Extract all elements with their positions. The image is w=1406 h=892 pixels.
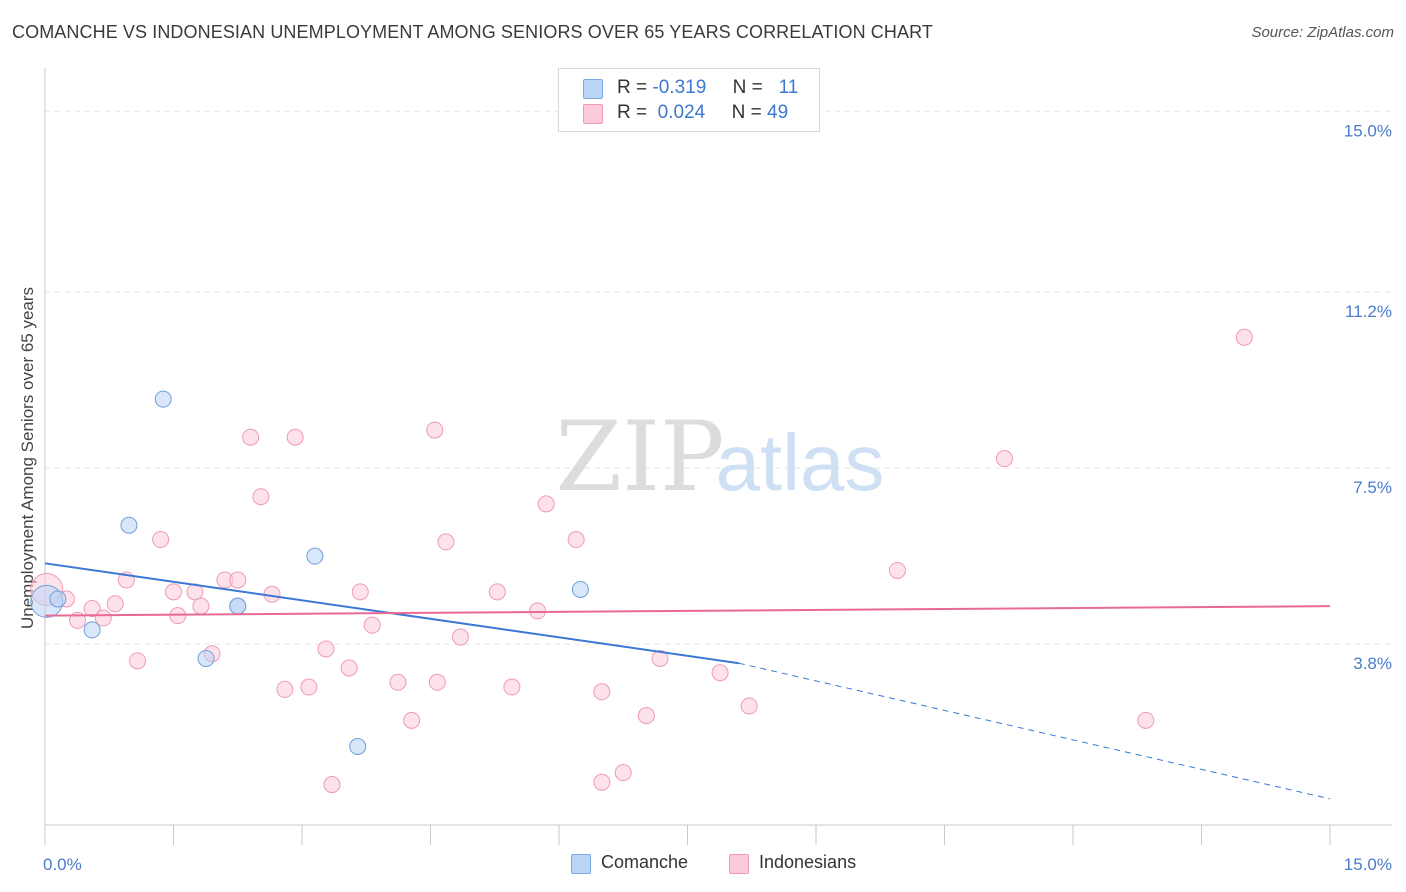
legend-swatch-comanche: [571, 854, 591, 874]
indonesians-point: [428, 673, 446, 691]
indonesians-point: [129, 652, 147, 670]
comanche-point: [306, 547, 324, 565]
indonesians-point: [1137, 711, 1155, 729]
indonesians-point: [186, 583, 204, 601]
indonesians-point: [651, 649, 669, 667]
legend-swatch-indonesians: [583, 104, 603, 124]
indonesians-point: [567, 531, 585, 549]
indonesians-point: [637, 707, 655, 725]
indonesians-point: [83, 600, 101, 618]
indonesians-point: [323, 776, 341, 794]
n-label: N =: [732, 77, 763, 98]
indonesians-point: [529, 602, 547, 620]
data-points: [30, 328, 1253, 794]
r-label: R =: [617, 77, 648, 98]
indonesians-point: [192, 597, 210, 615]
indonesians-point: [229, 571, 247, 589]
comanche-trend-extension: [738, 662, 1331, 800]
r-value-indonesians: 0.024: [657, 102, 706, 123]
source-note: Source: ZipAtlas.com: [1251, 24, 1394, 41]
indonesians-point: [488, 583, 506, 601]
indonesians-point: [537, 495, 555, 513]
indonesians-point: [451, 628, 469, 646]
watermark-zip: ZIP: [555, 401, 724, 513]
legend-label-comanche: Comanche: [601, 852, 689, 872]
y-tick-label: 3.8%: [1353, 654, 1392, 673]
indonesians-point: [593, 773, 611, 791]
y-tick-label: 15.0%: [1344, 121, 1392, 140]
y-tick-label: 11.2%: [1345, 302, 1392, 321]
gridlines: [45, 110, 1392, 645]
y-tick-labels: 3.8% 7.5% 11.2% 15.0%: [1344, 121, 1392, 673]
indonesians-point: [106, 595, 124, 613]
indonesians-point: [165, 583, 182, 601]
indonesians-point: [300, 678, 318, 696]
indonesians-point: [286, 428, 304, 446]
comanche-point: [571, 580, 589, 598]
indonesians-point: [740, 697, 758, 715]
indonesians-point: [363, 616, 381, 634]
watermark-atlas: atlas: [716, 418, 885, 507]
indonesians-point: [276, 680, 294, 698]
indonesians-point: [888, 561, 906, 579]
trend-lines: [44, 562, 1331, 800]
indonesians-point: [1235, 328, 1253, 346]
indonesians-point: [593, 683, 611, 701]
comanche-point: [229, 597, 247, 615]
n-label: N =: [731, 102, 762, 123]
legend-swatch-indonesians: [729, 854, 749, 874]
indonesians-point: [403, 711, 421, 729]
comanche-point: [154, 390, 172, 408]
legend-label-indonesians: Indonesians: [759, 852, 857, 872]
axes: [44, 68, 1392, 845]
indonesians-point: [340, 659, 358, 677]
n-value-comanche: 11: [778, 77, 799, 98]
indonesians-point: [94, 609, 112, 627]
comanche-point: [120, 516, 138, 534]
indonesians-point: [252, 488, 270, 506]
indonesians-point: [426, 421, 444, 439]
y-tick-label: 7.5%: [1353, 478, 1392, 497]
comanche-point: [349, 737, 367, 755]
correlation-legend: R = -0.319 N = 11 R = 0.024 N = 49: [558, 68, 820, 132]
watermark: ZIP atlas: [555, 401, 884, 513]
n-value-indonesians: 49: [767, 102, 789, 123]
indonesians-point: [711, 664, 729, 682]
indonesians-trend-line: [44, 605, 1331, 617]
indonesians-point: [503, 678, 521, 696]
indonesians-point: [614, 764, 632, 782]
indonesians-point: [351, 583, 369, 601]
indonesians-point: [242, 428, 260, 446]
legend-swatch-comanche: [583, 79, 603, 99]
r-label: R =: [617, 102, 648, 123]
comanche-point: [197, 649, 215, 667]
comanche-point: [49, 590, 67, 608]
indonesians-point: [152, 531, 170, 549]
indonesians-point: [437, 533, 455, 551]
x-tick-label: 0.0%: [43, 855, 82, 874]
indonesians-point: [389, 673, 407, 691]
r-value-comanche: -0.319: [652, 77, 707, 98]
indonesians-point: [995, 450, 1013, 468]
x-tick-label: 15.0%: [1344, 855, 1392, 874]
x-tick-labels: 0.0% 15.0%: [43, 855, 1392, 874]
chart-title: COMANCHE VS INDONESIAN UNEMPLOYMENT AMON…: [12, 22, 933, 42]
indonesians-point: [317, 640, 335, 658]
comanche-point: [83, 621, 101, 639]
